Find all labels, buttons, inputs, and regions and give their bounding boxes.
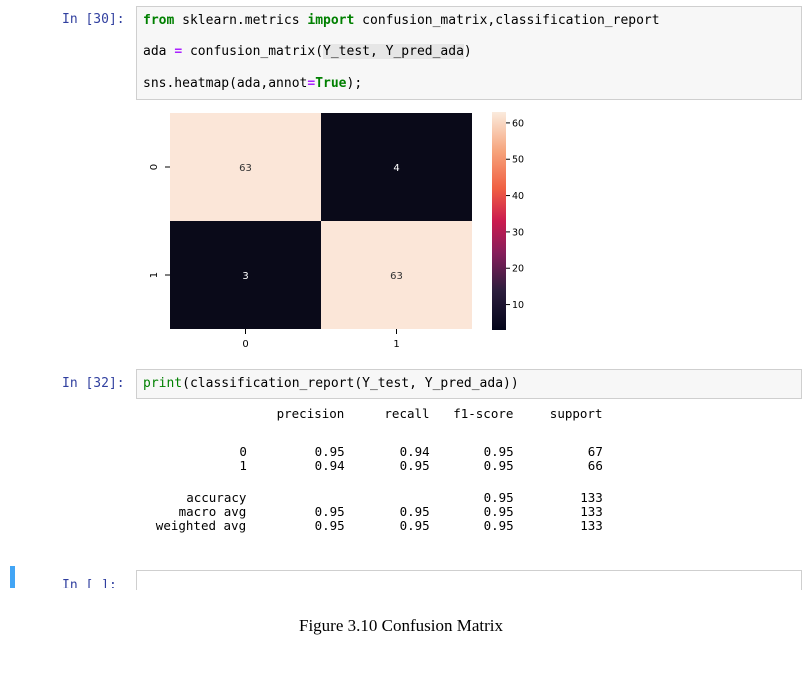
- report-row-label: 0: [239, 444, 247, 459]
- heatmap-annotation-1-0: 3: [242, 271, 248, 282]
- report-summary-cell: 0.95: [483, 518, 514, 533]
- heatmap-annotation-0-0: 63: [239, 163, 252, 174]
- x-tick-label: 1: [393, 339, 399, 350]
- colorbar-tick-label: 60: [512, 118, 524, 129]
- heatmap-cell-1-0: [170, 221, 321, 329]
- report-cell: 67: [587, 444, 603, 459]
- report-summary-cell: 133: [580, 490, 603, 505]
- report-header-recall: recall: [384, 406, 430, 421]
- report-row-label: 1: [239, 458, 247, 473]
- report-summary-cell: 0.95: [314, 518, 345, 533]
- next-cell-code-editor[interactable]: [136, 570, 802, 590]
- cell-32-code-editor[interactable]: print(classification_report(Y_test, Y_pr…: [136, 369, 802, 399]
- report-cell: 66: [587, 458, 603, 473]
- code-line-heatmap: sns.heatmap(ada,annot=True);: [143, 76, 363, 91]
- heatmap-cell-0-0: [170, 113, 321, 221]
- report-summary-cell: 0.95: [399, 518, 430, 533]
- report-cell: 0.95: [483, 458, 514, 473]
- report-summary-label: accuracy: [186, 490, 247, 505]
- colorbar-tick-label: 20: [512, 264, 524, 275]
- figure-caption: Figure 3.10 Confusion Matrix: [299, 616, 503, 635]
- heatmap-annotation-1-1: 63: [390, 271, 403, 282]
- active-cell-indicator: [10, 566, 15, 588]
- y-tick-label: 0: [149, 164, 160, 170]
- cell-30-code-editor[interactable]: from sklearn.metrics import confusion_ma…: [136, 6, 802, 100]
- report-cell: 0.94: [314, 458, 345, 473]
- report-summary-label: weighted avg: [155, 518, 247, 533]
- report-header-f1-score: f1-score: [453, 406, 514, 421]
- report-summary-cell: 133: [580, 504, 603, 519]
- report-summary-cell: 133: [580, 518, 603, 533]
- cell-30-prompt: In [30]:: [62, 12, 125, 27]
- cell-32-prompt: In [32]:: [62, 376, 125, 391]
- report-summary-label: macro avg: [178, 504, 247, 519]
- heatmap-cell-1-1: [321, 221, 472, 329]
- heatmap-cells: [170, 113, 472, 329]
- next-cell-prompt: In [ ]:: [62, 578, 117, 588]
- colorbar-tick-label: 30: [512, 227, 524, 238]
- report-cell: 0.95: [483, 444, 514, 459]
- colorbar-ticks: 60 50 40 30 20 10: [506, 118, 524, 311]
- heatmap-annotation-0-1: 4: [393, 163, 399, 174]
- y-tick-label: 1: [149, 272, 160, 278]
- report-summary-cell: 0.95: [483, 504, 514, 519]
- colorbar-tick-label: 40: [512, 191, 524, 202]
- report-cell: 0.95: [314, 444, 345, 459]
- code-line-import: from sklearn.metrics import confusion_ma…: [143, 13, 660, 28]
- code-line-confusion-matrix: ada = confusion_matrix(Y_test, Y_pred_ad…: [143, 44, 472, 59]
- report-header-precision: precision: [276, 406, 345, 421]
- colorbar-tick-label: 50: [512, 155, 524, 166]
- report-header-support: support: [549, 406, 603, 421]
- heatmap-annotations: 63 4 3 63: [239, 163, 403, 282]
- heatmap-cell-0-1: [321, 113, 472, 221]
- report-cell: 0.94: [399, 444, 430, 459]
- report-summary-cell: 0.95: [399, 504, 430, 519]
- report-cell: 0.95: [399, 458, 430, 473]
- x-tick-label: 0: [242, 339, 248, 350]
- report-summary-cell: 0.95: [314, 504, 345, 519]
- colorbar: [492, 112, 506, 330]
- report-summary-cell: 0.95: [483, 490, 514, 505]
- colorbar-tick-label: 10: [512, 300, 524, 311]
- code-line-print-report: print(classification_report(Y_test, Y_pr…: [143, 376, 519, 391]
- heatmap-axes: 0 1 0 1: [149, 164, 400, 350]
